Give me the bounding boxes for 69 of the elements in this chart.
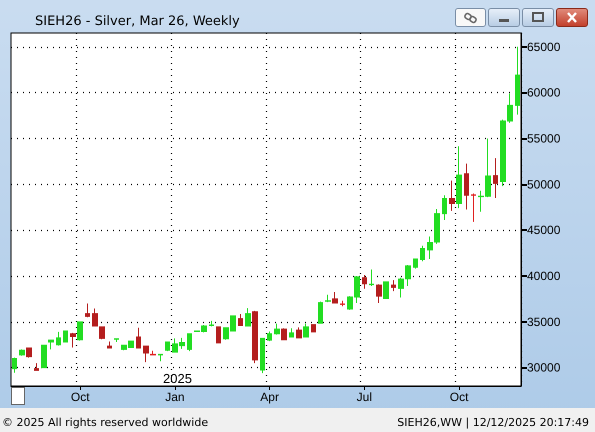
candlestick bbox=[70, 332, 76, 348]
candlestick bbox=[281, 328, 287, 341]
y-tick-label: 65000 bbox=[527, 40, 561, 54]
candlestick bbox=[19, 348, 25, 356]
candlestick bbox=[493, 158, 498, 199]
candlestick bbox=[340, 300, 345, 307]
text: © 2025 All rights reserved worldwide bbox=[2, 416, 208, 429]
candlestick bbox=[332, 292, 338, 304]
annotation: 2025 bbox=[163, 371, 192, 386]
candlestick bbox=[369, 269, 374, 287]
candlestick bbox=[383, 280, 389, 300]
candlestick bbox=[26, 346, 32, 358]
chart-title: SIEH26 - Silver, Mar 26, Weekly bbox=[35, 14, 240, 29]
candlestick bbox=[150, 350, 156, 356]
candlestick bbox=[260, 337, 265, 374]
candlestick bbox=[187, 332, 192, 352]
candlestick bbox=[209, 320, 214, 327]
candlestick bbox=[318, 301, 323, 324]
candlestick bbox=[114, 338, 119, 342]
candlestick bbox=[442, 194, 447, 221]
candlestick bbox=[376, 284, 382, 304]
candlestick bbox=[165, 341, 170, 352]
candlestick bbox=[420, 245, 425, 262]
candlestick bbox=[238, 314, 243, 326]
candlestick bbox=[136, 327, 141, 349]
candlestick bbox=[456, 146, 462, 209]
y-tick-label: 45000 bbox=[527, 223, 561, 238]
candlestick bbox=[252, 310, 258, 364]
candlestick bbox=[391, 280, 396, 292]
candlestick bbox=[471, 192, 476, 222]
candlestick bbox=[56, 331, 61, 346]
candlestick bbox=[311, 324, 316, 333]
candlestick bbox=[12, 357, 17, 374]
x-tick-label: Jul bbox=[356, 390, 372, 404]
candlestick bbox=[107, 341, 112, 349]
y-tick-label: 30000 bbox=[527, 360, 561, 375]
candlestick bbox=[216, 326, 221, 344]
candlestick bbox=[85, 302, 90, 318]
candlestick bbox=[303, 323, 309, 338]
x-tick-label: Apr bbox=[260, 390, 279, 404]
candlestick bbox=[63, 330, 68, 343]
candlestick bbox=[464, 163, 469, 210]
candlestick bbox=[143, 345, 149, 363]
candlestick bbox=[515, 46, 520, 116]
candlestick bbox=[362, 274, 367, 290]
candlestick bbox=[449, 180, 455, 212]
text: SIEH26,WW | 12/12/2025 20:17:49 bbox=[397, 416, 590, 429]
candlestick bbox=[48, 339, 54, 350]
candlestick bbox=[267, 330, 272, 342]
candlestick bbox=[274, 323, 280, 336]
candlestick bbox=[296, 326, 302, 339]
candlestick bbox=[99, 326, 105, 340]
candlestick bbox=[34, 362, 39, 372]
candlestick bbox=[289, 328, 294, 338]
candlestick bbox=[245, 308, 251, 327]
y-tick-label: 35000 bbox=[527, 314, 561, 329]
y-tick-label: 55000 bbox=[527, 131, 561, 146]
y-tick-label: 50000 bbox=[527, 177, 561, 192]
x-tick-label: Jan bbox=[165, 390, 185, 404]
candlestick bbox=[325, 294, 331, 303]
candlestick bbox=[41, 344, 47, 369]
candlestick bbox=[158, 353, 163, 362]
x-tick-label: Oct bbox=[450, 390, 470, 404]
x-tick-label: Oct bbox=[70, 390, 90, 404]
y-tick-label: 60000 bbox=[527, 86, 561, 100]
candlestick bbox=[77, 320, 83, 342]
candlestick bbox=[413, 258, 418, 270]
y-tick-label: 40000 bbox=[527, 268, 561, 283]
candlestick bbox=[92, 308, 98, 327]
